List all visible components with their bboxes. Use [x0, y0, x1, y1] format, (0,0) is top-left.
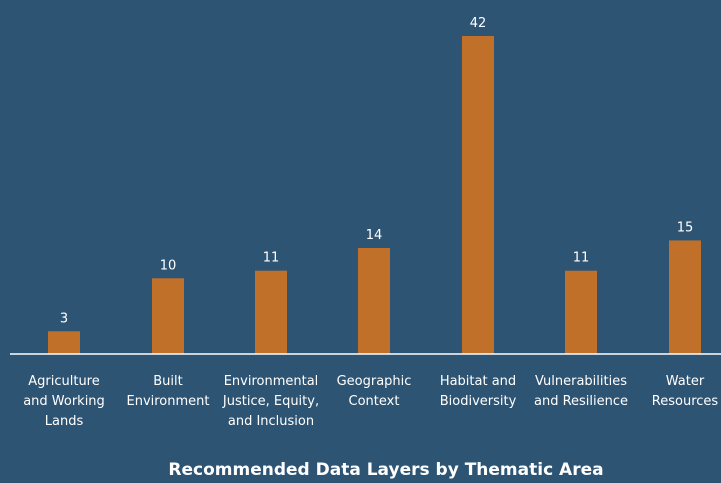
- category-label-5: Vulnerabilities and Resilience: [534, 374, 628, 409]
- chart-title: Recommended Data Layers by Thematic Area: [168, 460, 603, 480]
- category-label-line: Built: [153, 374, 182, 389]
- value-label-0: 3: [60, 311, 68, 326]
- category-label-line: Agriculture: [28, 374, 100, 389]
- bar-4: [462, 36, 494, 354]
- value-label-5: 11: [573, 251, 590, 266]
- bar-0: [48, 331, 80, 354]
- category-label-4: Habitat and Biodiversity: [440, 374, 517, 409]
- category-label-line: Vulnerabilities: [535, 374, 627, 389]
- value-labels-group: 3 10 11 14 42 11 15: [60, 16, 693, 326]
- value-label-6: 15: [677, 220, 694, 235]
- category-label-line: Geographic: [337, 374, 412, 389]
- category-label-line: Environmental: [224, 374, 319, 389]
- value-label-1: 10: [160, 258, 177, 273]
- category-label-line: Water: [666, 374, 705, 389]
- category-label-line: Resources: [652, 394, 719, 409]
- bar-2: [255, 270, 287, 354]
- category-label-line: Environment: [126, 394, 209, 409]
- category-label-line: and Resilience: [534, 394, 628, 409]
- category-label-line: and Inclusion: [228, 414, 314, 429]
- category-label-line: Context: [349, 394, 400, 409]
- bars-group: [48, 36, 701, 354]
- category-label-0: Agriculture and Working Lands: [23, 374, 105, 429]
- value-label-3: 14: [366, 228, 383, 243]
- bar-6: [669, 240, 701, 354]
- category-label-line: Lands: [45, 414, 84, 429]
- category-label-line: Biodiversity: [440, 394, 517, 409]
- category-label-1: Built Environment: [126, 374, 209, 409]
- category-labels-group: Agriculture and Working Lands Built Environm…: [23, 374, 718, 429]
- bar-3: [358, 248, 390, 354]
- category-label-2: Environmental Justice, Equity, and Inclusi…: [222, 374, 319, 429]
- category-label-line: Habitat and: [440, 374, 516, 389]
- category-label-line: Justice, Equity,: [222, 394, 319, 409]
- bar-1: [152, 278, 184, 354]
- value-label-4: 42: [470, 16, 487, 31]
- bar-5: [565, 270, 597, 354]
- category-label-6: Water Resources: [652, 374, 719, 409]
- category-label-3: Geographic Context: [337, 374, 412, 409]
- category-label-line: and Working: [23, 394, 105, 409]
- value-label-2: 11: [263, 251, 280, 266]
